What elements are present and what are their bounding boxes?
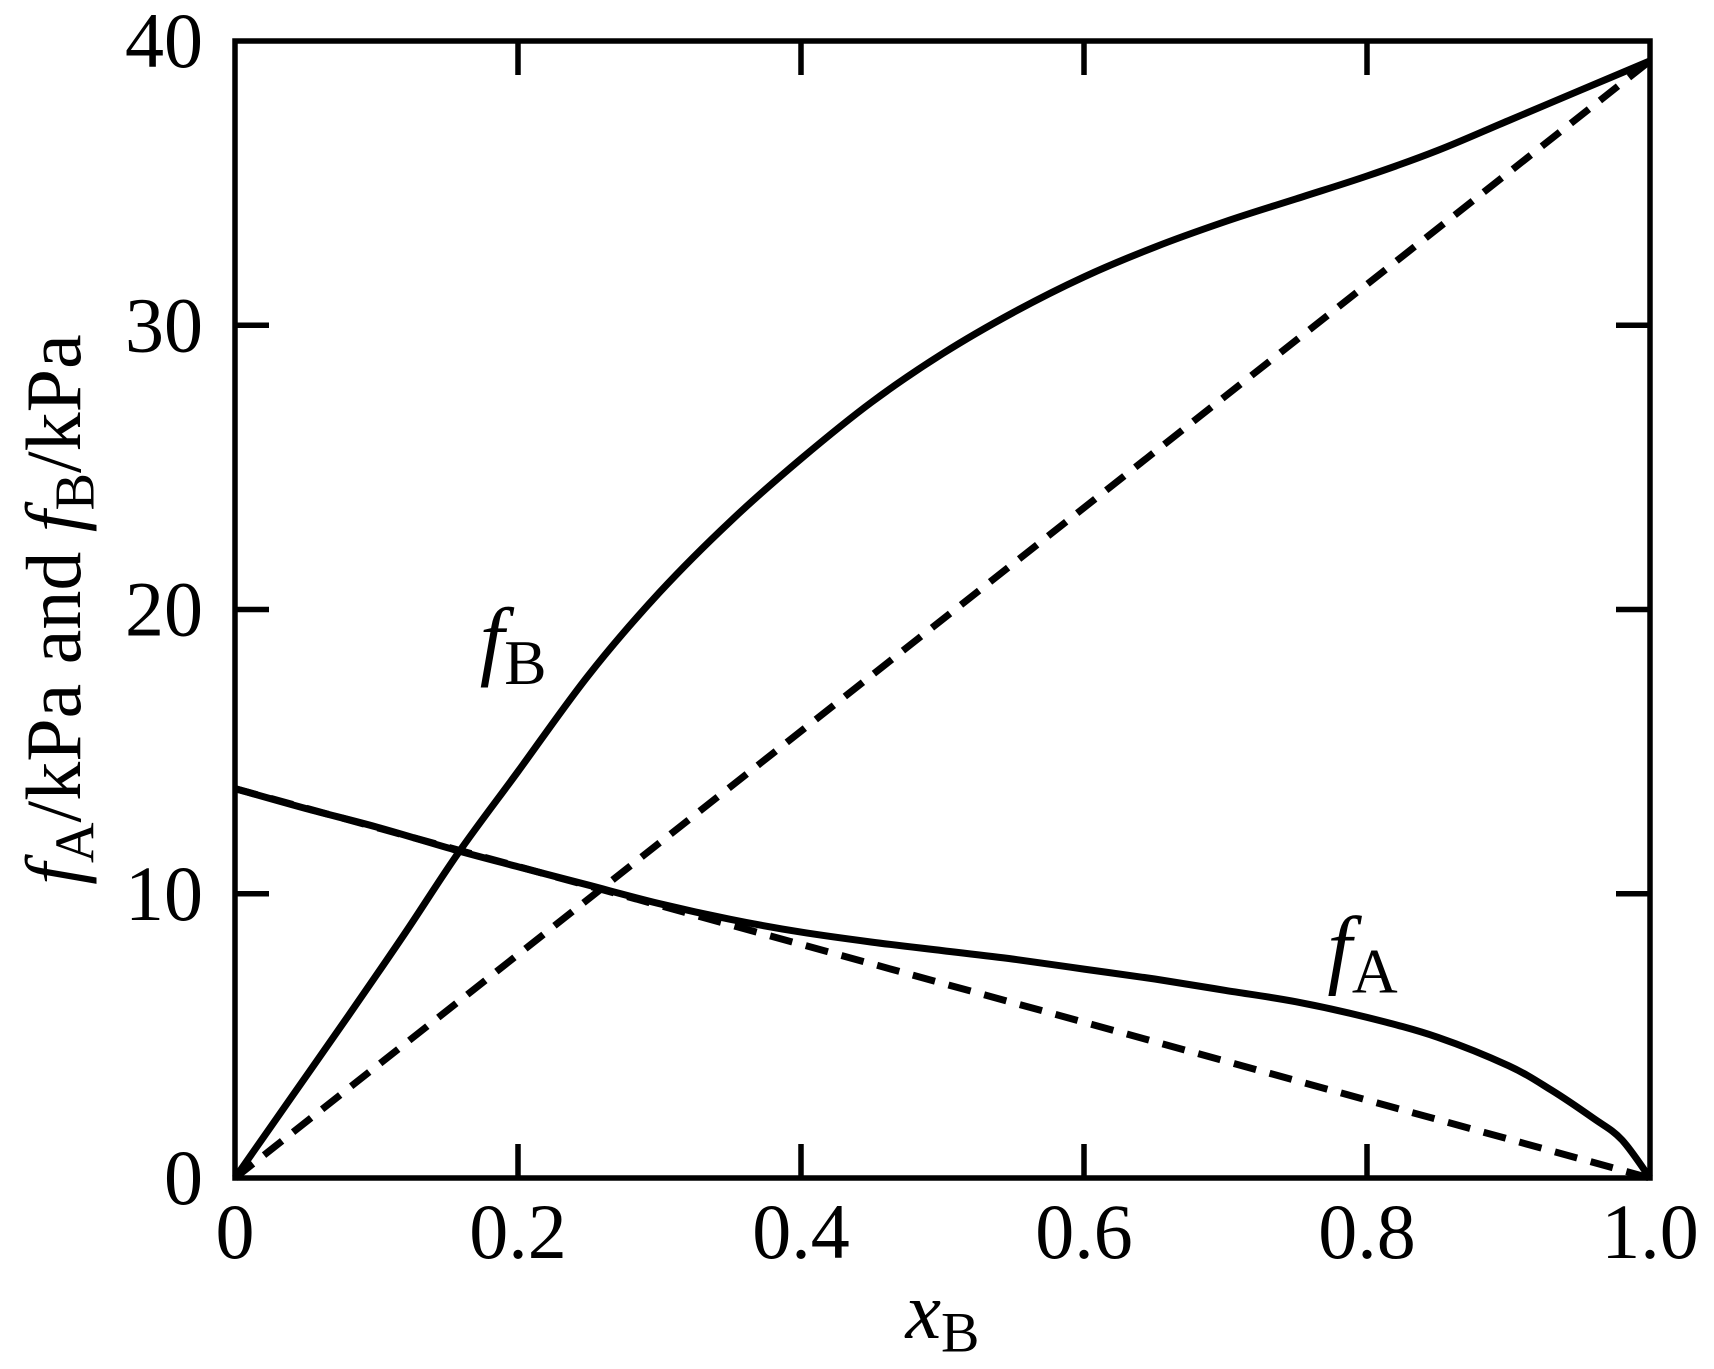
x-tick-label-0: 0 — [216, 1188, 255, 1275]
axis-tick-labels: 0 0.2 0.4 0.6 0.8 1.0 0 10 20 30 40 — [125, 0, 1699, 1275]
y-tick-label-30: 30 — [125, 281, 203, 368]
x-tick-label-1.0: 1.0 — [1601, 1188, 1699, 1275]
series-3-dashed-line — [234, 785, 1651, 1182]
y-tick-label-10: 10 — [125, 850, 203, 937]
label-fA: fA — [1327, 901, 1397, 1007]
series-1-solid-curve — [234, 785, 1653, 1181]
curve-labels: fB fA — [480, 592, 1398, 1006]
y-tick-label-0: 0 — [164, 1134, 203, 1221]
x-tick-label-0.2: 0.2 — [469, 1188, 567, 1275]
x-axis-title: xB — [905, 1268, 980, 1365]
y-tick-label-20: 20 — [125, 566, 203, 653]
y-axis-title: fA/kPa and fB/kPa — [10, 334, 106, 884]
axis-titles: xB fA/kPa and fB/kPa — [10, 334, 979, 1364]
series-0-solid-curve — [232, 57, 1652, 1180]
x-tick-label-0.4: 0.4 — [752, 1188, 850, 1275]
data-curves — [232, 57, 1653, 1182]
series-2-dashed-line — [232, 58, 1653, 1181]
x-tick-label-0.8: 0.8 — [1318, 1188, 1416, 1275]
y-tick-label-40: 40 — [125, 0, 203, 84]
axis-tick-marks — [235, 41, 1650, 1178]
x-tick-label-0.6: 0.6 — [1035, 1188, 1133, 1275]
label-fB: fB — [480, 592, 547, 698]
